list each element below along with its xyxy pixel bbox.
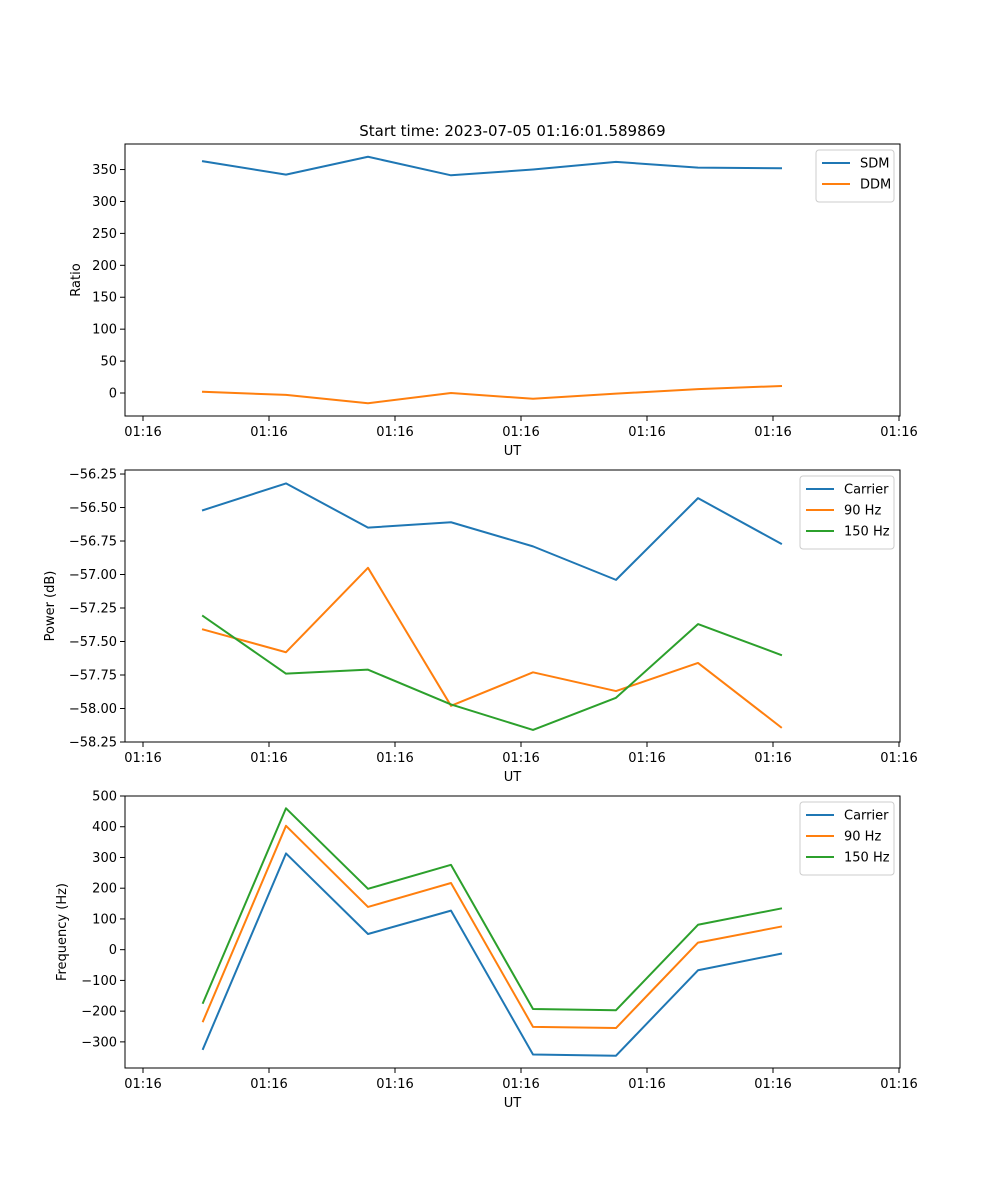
y-tick-label: 50 [100, 355, 117, 370]
x-tick-label: 01:16 [628, 751, 665, 766]
axes-frame [124, 469, 901, 743]
y-tick-label: −200 [81, 1005, 117, 1020]
y-tick-label: −300 [81, 1035, 117, 1050]
series-line-90-hz [201, 566, 783, 729]
legend-label-90-hz: 90 Hz [844, 830, 881, 845]
y-tick-label: 0 [109, 943, 117, 958]
x-tick-label: 01:16 [502, 1077, 539, 1092]
y-tick-label: −56.25 [69, 468, 117, 483]
axes-frame [124, 795, 901, 1069]
legend: Carrier 90 Hz 150 Hz [799, 801, 895, 876]
y-tick-label: −57.50 [69, 635, 117, 650]
x-tick-label: 01:16 [250, 425, 287, 440]
x-axis-label: UT [504, 444, 522, 459]
series-line-ddm [201, 384, 783, 405]
x-tick-label: 01:16 [124, 751, 161, 766]
x-tick-label: 01:16 [250, 1077, 287, 1092]
legend-label-150-hz: 150 Hz [844, 525, 890, 540]
legend-label-sdm: SDM [860, 157, 889, 172]
legend-label-ddm: DDM [860, 178, 891, 193]
x-tick-label: 01:16 [628, 1077, 665, 1092]
x-tick-label: 01:16 [754, 425, 791, 440]
y-tick-label: −57.00 [69, 568, 117, 583]
x-tick-label: 01:16 [502, 751, 539, 766]
y-tick-label: 250 [92, 227, 117, 242]
x-tick-label: 01:16 [754, 751, 791, 766]
y-axis-label: Power (dB) [43, 571, 58, 642]
y-tick-label: −58.25 [69, 736, 117, 751]
x-tick-label: 01:16 [376, 425, 413, 440]
y-tick-label: 0 [109, 387, 117, 402]
legend-label-carrier: Carrier [844, 809, 889, 824]
series-line-150-hz [201, 807, 783, 1012]
x-tick-label: 01:16 [880, 751, 917, 766]
y-tick-label: 500 [92, 790, 117, 805]
y-tick-label: −56.75 [69, 535, 117, 550]
y-tick-label: 300 [92, 851, 117, 866]
series-line-carrier [201, 482, 783, 581]
legend-label-150-hz: 150 Hz [844, 851, 890, 866]
figure-title: Start time: 2023-07-05 01:16:01.589869 [359, 122, 665, 140]
x-tick-label: 01:16 [502, 425, 539, 440]
y-tick-label: 150 [92, 291, 117, 306]
x-tick-label: 01:16 [880, 1077, 917, 1092]
y-tick-label: −58.00 [69, 702, 117, 717]
y-tick-label: 200 [92, 259, 117, 274]
x-tick-label: 01:16 [376, 751, 413, 766]
series-line-150-hz [201, 614, 783, 731]
x-tick-label: 01:16 [124, 1077, 161, 1092]
y-tick-label: 350 [92, 163, 117, 178]
y-tick-label: 300 [92, 195, 117, 210]
y-tick-label: 200 [92, 882, 117, 897]
x-tick-label: 01:16 [628, 425, 665, 440]
panel-power: −58.25 −58.00 −57.75 −57.50 −57.25 −57.00 −56.… [43, 468, 918, 785]
x-axis-label: UT [504, 1096, 522, 1111]
x-tick-label: 01:16 [376, 1077, 413, 1092]
y-tick-label: −57.25 [69, 602, 117, 617]
y-axis-label: Frequency (Hz) [55, 883, 70, 981]
x-tick-label: 01:16 [880, 425, 917, 440]
y-tick-label: −57.75 [69, 669, 117, 684]
axes-frame [124, 143, 901, 417]
y-tick-label: −100 [81, 974, 117, 989]
y-tick-label: 100 [92, 912, 117, 927]
y-tick-label: 400 [92, 820, 117, 835]
y-tick-label: −56.50 [69, 501, 117, 516]
panel-ratio: 0 50 100 150 200 250 300 350 01:16 01:16 01:16 01:1… [69, 143, 918, 459]
y-tick-label: 100 [92, 323, 117, 338]
legend: SDM DDM [815, 149, 895, 203]
x-tick-label: 01:16 [250, 751, 287, 766]
x-axis-label: UT [504, 770, 522, 785]
x-tick-label: 01:16 [124, 425, 161, 440]
legend-label-carrier: Carrier [844, 483, 889, 498]
legend-label-90-hz: 90 Hz [844, 504, 881, 519]
y-axis-label: Ratio [69, 263, 84, 296]
series-line-carrier [201, 852, 783, 1057]
legend: Carrier 90 Hz 150 Hz [799, 475, 895, 550]
series-line-sdm [201, 155, 783, 177]
x-tick-label: 01:16 [754, 1077, 791, 1092]
series-line-90-hz [201, 824, 783, 1030]
panel-frequency: −300 −200 −100 0 100 200 300 400 500 01:16 01:16 01… [55, 790, 918, 1112]
